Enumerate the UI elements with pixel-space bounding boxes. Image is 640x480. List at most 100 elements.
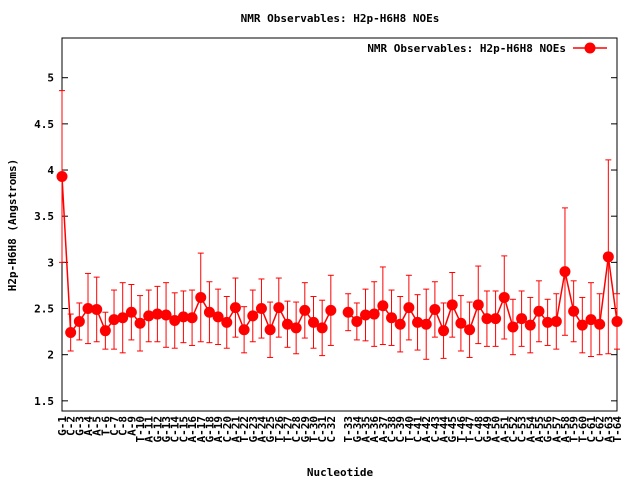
x-tick-label: C-15 — [177, 416, 190, 443]
data-point — [481, 313, 493, 325]
data-point — [203, 306, 215, 318]
x-tick-label: C-41 — [412, 416, 425, 443]
x-tick-label: C-48 — [472, 416, 485, 443]
plot-frame — [61, 37, 618, 412]
y-axis-label: H2p-H6H8 (Angstroms) — [6, 159, 19, 291]
x-tick-label: C-43 — [429, 416, 442, 443]
data-point — [576, 319, 588, 331]
x-tick-label: A-63 — [602, 416, 615, 443]
x-tick-label: A-35 — [360, 416, 373, 443]
x-tick-label: A-4 — [82, 416, 95, 436]
x-tick-label: C-39 — [394, 416, 407, 443]
data-point — [117, 312, 129, 324]
data-point — [438, 325, 450, 337]
x-tick-label: G-34 — [351, 416, 364, 443]
data-point — [498, 291, 510, 303]
x-tick-label: G-13 — [160, 416, 173, 443]
x-tick-label: C-61 — [585, 416, 598, 443]
data-point — [143, 310, 155, 322]
x-tick-label: G-3 — [73, 416, 86, 436]
x-tick-label: G-1 — [56, 416, 69, 436]
y-tick-label: 5 — [47, 72, 54, 85]
x-tick-label: A-17 — [195, 416, 208, 443]
x-tick-label: T-33 — [342, 416, 355, 443]
x-tick-label: A-55 — [533, 416, 546, 443]
legend-marker — [584, 42, 596, 54]
x-tick-label: A-50 — [490, 416, 503, 443]
x-tick-label: A-42 — [420, 416, 433, 443]
data-point — [151, 308, 163, 320]
chart-title: NMR Observables: H2p-H6H8 NOEs — [241, 12, 440, 25]
data-point — [507, 321, 519, 333]
x-tick-label: T-6 — [99, 416, 112, 436]
x-tick-label: A-51 — [498, 416, 511, 443]
x-tick-label: A-24 — [255, 416, 268, 443]
x-tick-label: A-37 — [377, 416, 390, 443]
data-point — [342, 306, 354, 318]
x-tick-label: A-16 — [186, 416, 199, 443]
x-tick-label: T-47 — [464, 416, 477, 443]
x-tick-label: G-25 — [264, 416, 277, 443]
data-point — [516, 313, 528, 325]
x-tick-label: A-9 — [125, 416, 138, 436]
data-point — [386, 312, 398, 324]
x-tick-label: C-14 — [169, 416, 182, 443]
data-point — [255, 303, 267, 315]
x-tick-label: C-31 — [316, 416, 329, 443]
x-tick-label: T-59 — [568, 416, 581, 443]
data-point — [568, 305, 580, 317]
x-tick-label: T-22 — [238, 416, 251, 443]
data-point — [195, 291, 207, 303]
data-point — [221, 316, 233, 328]
data-point — [169, 315, 181, 327]
data-point — [368, 308, 380, 320]
data-point — [316, 322, 328, 334]
data-point — [160, 309, 172, 321]
data-point — [420, 318, 432, 330]
y-tick-label: 1.5 — [34, 395, 54, 408]
data-point — [602, 251, 614, 263]
data-point — [91, 303, 103, 315]
x-tick-label: T-26 — [273, 416, 286, 443]
data-point — [186, 312, 198, 324]
data-point — [307, 316, 319, 328]
data-point — [82, 303, 94, 315]
data-point — [594, 318, 606, 330]
x-tick-label: G-23 — [247, 416, 260, 443]
x-tick-label: A-57 — [550, 416, 563, 443]
data-point — [247, 310, 259, 322]
data-point — [394, 318, 406, 330]
data-line — [61, 176, 618, 335]
data-point — [611, 315, 623, 327]
data-point — [56, 170, 68, 182]
x-tick-label: A-54 — [524, 416, 537, 443]
x-tick-label: T-64 — [611, 416, 624, 443]
x-tick-label: G-56 — [542, 416, 555, 443]
data-point — [73, 315, 85, 327]
data-point — [455, 317, 467, 329]
data-point — [542, 316, 554, 328]
data-point — [403, 302, 415, 314]
data-point — [533, 305, 545, 317]
x-tick-label: T-40 — [403, 416, 416, 443]
data-point — [281, 318, 293, 330]
x-tick-label: C-52 — [507, 416, 520, 443]
y-tick-label: 3 — [47, 256, 54, 269]
data-point — [412, 316, 424, 328]
x-tick-label: C-32 — [325, 416, 338, 443]
data-point — [360, 309, 372, 321]
data-point — [229, 302, 241, 314]
x-tick-label: C-2 — [65, 416, 78, 436]
x-tick-label: C-28 — [290, 416, 303, 443]
data-point — [585, 314, 597, 326]
x-tick-label: C-8 — [117, 416, 130, 436]
x-tick-label: C-53 — [516, 416, 529, 443]
data-point — [472, 299, 484, 311]
data-point — [446, 299, 458, 311]
data-point — [273, 302, 285, 314]
data-point — [490, 313, 502, 325]
x-tick-label: G-12 — [151, 416, 164, 443]
data-point — [351, 315, 363, 327]
x-tick-label: A-11 — [143, 416, 156, 443]
